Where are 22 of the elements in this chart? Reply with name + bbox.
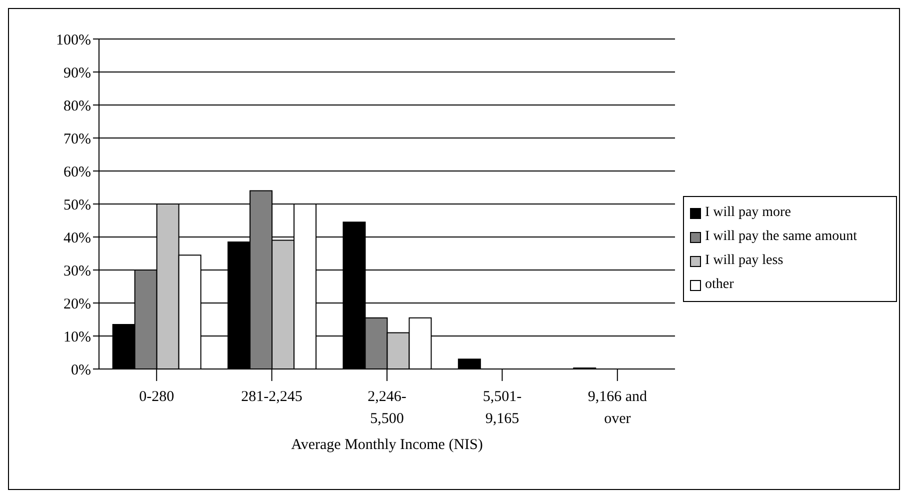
- x-tick-label: 5,501-9,165: [482, 389, 522, 427]
- y-tick-label: 70%: [64, 131, 91, 148]
- x-tick-label: 2,246-5,500: [368, 389, 406, 427]
- y-tick-label: 60%: [64, 164, 91, 180]
- bar: [458, 358, 481, 369]
- y-tick-label: 10%: [64, 329, 91, 346]
- x-tick-label: 0-280: [139, 389, 174, 405]
- y-tick-label: 80%: [64, 98, 91, 114]
- x-tick-label: 281-2,245: [241, 389, 302, 405]
- legend-label: I will pay the same amount: [705, 228, 858, 246]
- legend-label: I will pay more: [705, 204, 791, 222]
- legend-label: I will pay less: [705, 252, 784, 270]
- y-tick-label: 0%: [71, 362, 91, 378]
- y-tick-label: 20%: [64, 296, 91, 312]
- y-tick-label: 30%: [64, 263, 91, 280]
- x-axis-title: Average Monthly Income (NIS): [291, 437, 483, 453]
- y-tick-label: 90%: [64, 65, 91, 82]
- y-tick-label: 100%: [56, 32, 91, 48]
- x-tick-label: 9,166 and over: [588, 389, 648, 427]
- legend-label: other: [705, 276, 734, 294]
- y-tick-label: 40%: [64, 230, 91, 246]
- y-tick-label: 50%: [64, 197, 91, 214]
